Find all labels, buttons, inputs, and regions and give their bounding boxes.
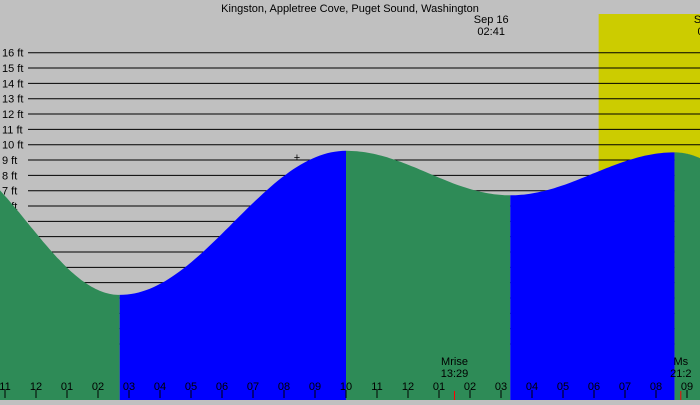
x-tick-label: 07	[619, 381, 631, 393]
x-tick-label: 01	[433, 381, 445, 393]
falling-tide-area	[674, 152, 700, 400]
moon-event-label: Mrise	[441, 356, 468, 368]
rising-tide-area	[119, 150, 346, 400]
x-tick-label: 12	[402, 381, 414, 393]
x-tick-label: 03	[123, 381, 135, 393]
moon-event-time: 13:29	[441, 368, 469, 380]
x-tick-label: 07	[247, 381, 259, 393]
x-tick-label: 05	[185, 381, 197, 393]
moon-event-time: 21:2	[670, 368, 691, 380]
peak-marker: +	[294, 152, 300, 164]
x-tick-label: 10	[340, 381, 352, 393]
x-tick-label: 06	[588, 381, 600, 393]
y-tick-label: 13 ft	[2, 94, 23, 106]
y-tick-label: 16 ft	[2, 48, 23, 60]
x-tick-label: 08	[278, 381, 290, 393]
falling-tide-area	[346, 150, 511, 400]
y-tick-label: 9 ft	[2, 155, 17, 167]
x-tick-label: 09	[681, 381, 693, 393]
extreme-date-label: Sep 16	[694, 14, 700, 26]
y-tick-label: 15 ft	[2, 63, 23, 75]
y-tick-label: 11 ft	[2, 124, 23, 136]
y-tick-label: 8 ft	[2, 170, 17, 182]
moon-event-label: Ms	[673, 356, 688, 368]
y-tick-label: 10 ft	[2, 140, 23, 152]
x-tick-label: 12	[30, 381, 42, 393]
x-tick-label: 05	[557, 381, 569, 393]
y-tick-label: 12 ft	[2, 109, 23, 121]
x-tick-label: 02	[92, 381, 104, 393]
x-tick-label: 02	[464, 381, 476, 393]
y-tick-label: 14 ft	[2, 78, 23, 90]
x-tick-label: 03	[495, 381, 507, 393]
chart-title: Kingston, Appletree Cove, Puget Sound, W…	[221, 3, 479, 15]
x-tick-label: 08	[650, 381, 662, 393]
x-tick-label: 06	[216, 381, 228, 393]
x-tick-label: 04	[154, 381, 166, 393]
x-tick-label: 09	[309, 381, 321, 393]
extreme-date-label: Sep 16	[474, 14, 509, 26]
x-tick-label: 04	[526, 381, 538, 393]
x-tick-label: 11	[0, 381, 11, 393]
extreme-time-label: 02:41	[477, 26, 505, 38]
falling-tide-area	[0, 190, 120, 400]
x-tick-label: 11	[371, 381, 382, 393]
rising-tide-area	[510, 152, 675, 400]
y-tick-label: 7 ft	[2, 186, 17, 198]
x-tick-label: 01	[61, 381, 73, 393]
extreme-time-label: 09:47	[698, 26, 700, 38]
